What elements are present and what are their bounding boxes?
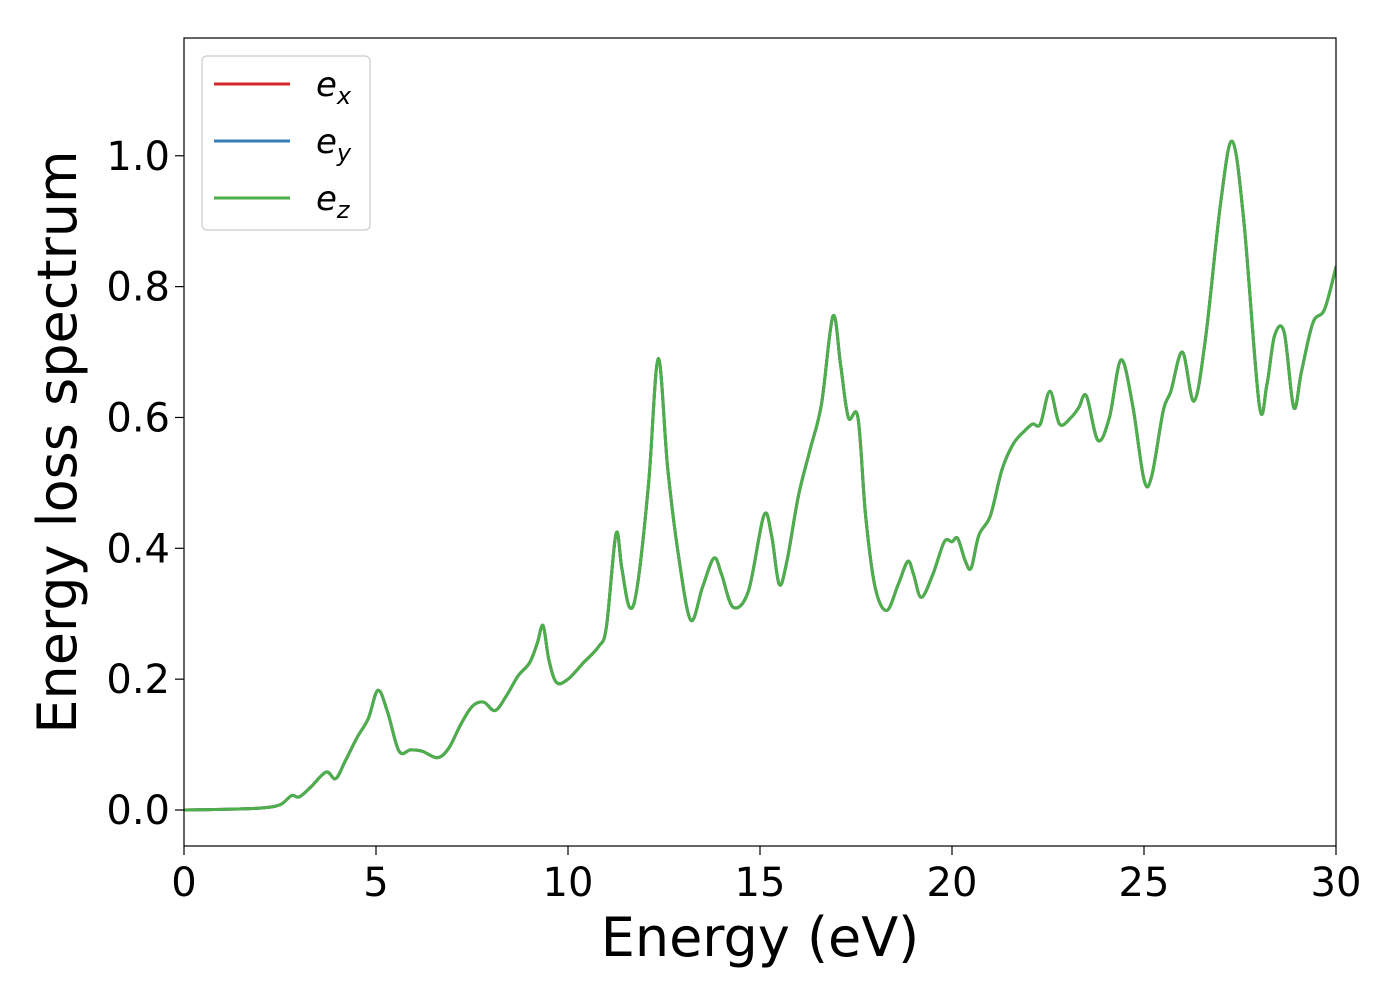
x-tick-label: 25 <box>1119 860 1170 906</box>
x-axis-label: Energy (eV) <box>601 906 920 969</box>
legend-label-x: ex <box>316 65 352 110</box>
y-axis-ticks: 0.0 0.2 0.4 0.6 0.8 1.0 <box>106 134 184 834</box>
y-axis-label: Energy loss spectrum <box>26 150 89 733</box>
y-tick-label: 1.0 <box>106 134 170 180</box>
x-tick-label: 20 <box>927 860 978 906</box>
y-tick-label: 0.8 <box>106 265 170 311</box>
y-tick-label: 0.4 <box>106 526 170 572</box>
x-tick-label: 30 <box>1311 860 1362 906</box>
x-tick-label: 10 <box>543 860 594 906</box>
legend-label-z: ez <box>316 179 351 224</box>
series-layer <box>184 139 1336 812</box>
y-tick-label: 0.0 <box>106 788 170 834</box>
legend: ex ey ez <box>201 55 371 231</box>
y-tick-label: 0.6 <box>106 395 170 441</box>
legend-frame <box>201 55 371 231</box>
x-axis-ticks: 0 5 10 15 20 25 30 <box>171 846 1361 906</box>
legend-label-y: ey <box>316 122 352 167</box>
y-tick-label: 0.2 <box>106 657 170 703</box>
series-line-z <box>184 139 1336 812</box>
x-tick-label: 0 <box>171 860 196 906</box>
x-tick-label: 5 <box>363 860 388 906</box>
x-tick-label: 15 <box>735 860 786 906</box>
